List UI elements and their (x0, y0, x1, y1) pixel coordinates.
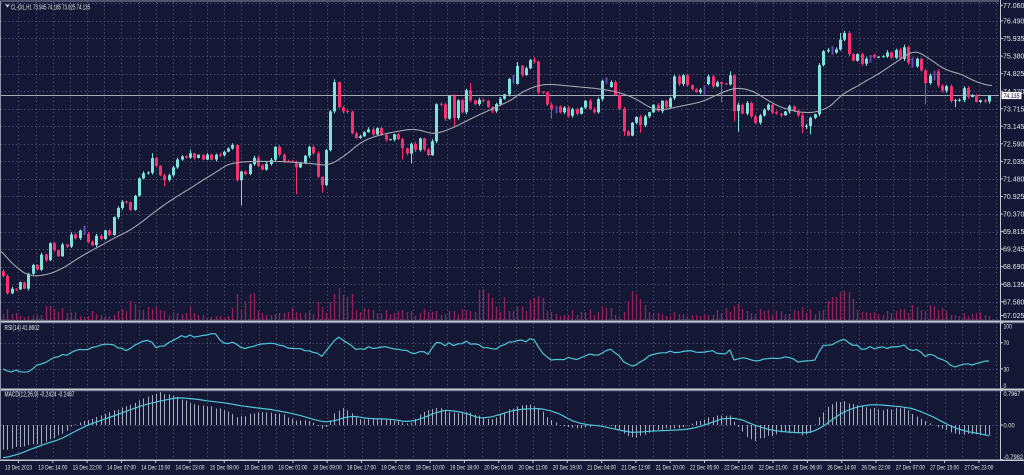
svg-text:19 Dec 10:00: 19 Dec 10:00 (416, 465, 445, 472)
svg-text:27 Dec 07:00: 27 Dec 07:00 (896, 465, 925, 472)
svg-text:27 Dec 15:00: 27 Dec 15:00 (930, 465, 959, 472)
svg-text:26 Dec 22:00: 26 Dec 22:00 (862, 465, 891, 472)
svg-text:18 Dec 01:00: 18 Dec 01:00 (278, 465, 307, 472)
svg-text:20 Dec 19:00: 20 Dec 19:00 (553, 465, 582, 472)
svg-text:68.690: 68.690 (1003, 264, 1024, 271)
svg-text:70.925: 70.925 (1003, 194, 1024, 201)
svg-text:15 Dec 08:00: 15 Dec 08:00 (210, 465, 239, 472)
svg-text:76.490: 76.490 (1003, 19, 1024, 26)
svg-text:13 Dec 2023: 13 Dec 2023 (5, 465, 32, 472)
svg-text:22 Dec 13:00: 22 Dec 13:00 (724, 465, 753, 472)
svg-text:74.135: 74.135 (1004, 93, 1020, 100)
svg-text:77.060: 77.060 (1003, 3, 1024, 10)
svg-text:-0.7982: -0.7982 (1004, 454, 1024, 461)
svg-text:22 Dec 05:00: 22 Dec 05:00 (690, 465, 719, 472)
svg-text:75.380: 75.380 (1003, 54, 1024, 61)
svg-text:71.480: 71.480 (1003, 177, 1024, 184)
svg-text:19 Dec 18:00: 19 Dec 18:00 (450, 465, 479, 472)
svg-text:22 Dec 21:00: 22 Dec 21:00 (759, 465, 788, 472)
svg-text:72.035: 72.035 (1003, 159, 1024, 166)
svg-text:21 Dec 04:00: 21 Dec 04:00 (587, 465, 616, 472)
svg-text:14 Dec 15:00: 14 Dec 15:00 (141, 465, 170, 472)
svg-text:0.00: 0.00 (1004, 422, 1016, 429)
svg-text:15 Dec 16:00: 15 Dec 16:00 (244, 465, 273, 472)
svg-text:RSI(14) 41.8602: RSI(14) 41.8602 (5, 325, 40, 332)
svg-text:13 Dec 14:00: 13 Dec 14:00 (38, 465, 67, 472)
svg-text:75.935: 75.935 (1003, 36, 1024, 43)
svg-text:0.7967: 0.7967 (1004, 391, 1021, 398)
svg-text:26 Dec 06:00: 26 Dec 06:00 (793, 465, 822, 472)
svg-text:73.145: 73.145 (1003, 124, 1024, 131)
svg-text:21 Dec 20:00: 21 Dec 20:00 (656, 465, 685, 472)
svg-text:70: 70 (1004, 340, 1010, 347)
svg-text:13 Dec 22:00: 13 Dec 22:00 (73, 465, 102, 472)
svg-text:70.370: 70.370 (1003, 212, 1024, 219)
svg-text:67.580: 67.580 (1003, 299, 1024, 306)
svg-text:14 Dec 23:00: 14 Dec 23:00 (176, 465, 205, 472)
svg-text:69.815: 69.815 (1003, 229, 1024, 236)
svg-text:72.590: 72.590 (1003, 141, 1024, 148)
svg-text:0: 0 (1004, 383, 1007, 390)
svg-text:14 Dec 07:00: 14 Dec 07:00 (107, 465, 136, 472)
svg-text:68.135: 68.135 (1003, 282, 1024, 289)
svg-text:67.025: 67.025 (1003, 313, 1024, 320)
svg-text:18 Dec 09:00: 18 Dec 09:00 (313, 465, 342, 472)
svg-text:19 Dec 02:00: 19 Dec 02:00 (381, 465, 410, 472)
svg-text:100: 100 (1004, 323, 1013, 330)
svg-text:30: 30 (1004, 366, 1010, 373)
svg-text:MACD(12,26,9) -0.2424 -0.2487: MACD(12,26,9) -0.2424 -0.2487 (5, 392, 75, 399)
svg-text:20 Dec 03:00: 20 Dec 03:00 (484, 465, 513, 472)
svg-text:74.825: 74.825 (1003, 71, 1024, 78)
svg-text:27 Dec 23:00: 27 Dec 23:00 (964, 465, 993, 472)
svg-text:73.715: 73.715 (1003, 106, 1024, 113)
svg-text:CL-OIL,H1 73.945 74.185 73.92: CL-OIL,H1 73.945 74.185 73.925 74.135 (11, 3, 90, 12)
svg-text:26 Dec 14:00: 26 Dec 14:00 (827, 465, 856, 472)
svg-text:18 Dec 17:00: 18 Dec 17:00 (347, 465, 376, 472)
svg-text:20 Dec 11:00: 20 Dec 11:00 (519, 465, 548, 472)
svg-text:69.245: 69.245 (1003, 247, 1024, 254)
svg-text:21 Dec 12:00: 21 Dec 12:00 (621, 465, 650, 472)
